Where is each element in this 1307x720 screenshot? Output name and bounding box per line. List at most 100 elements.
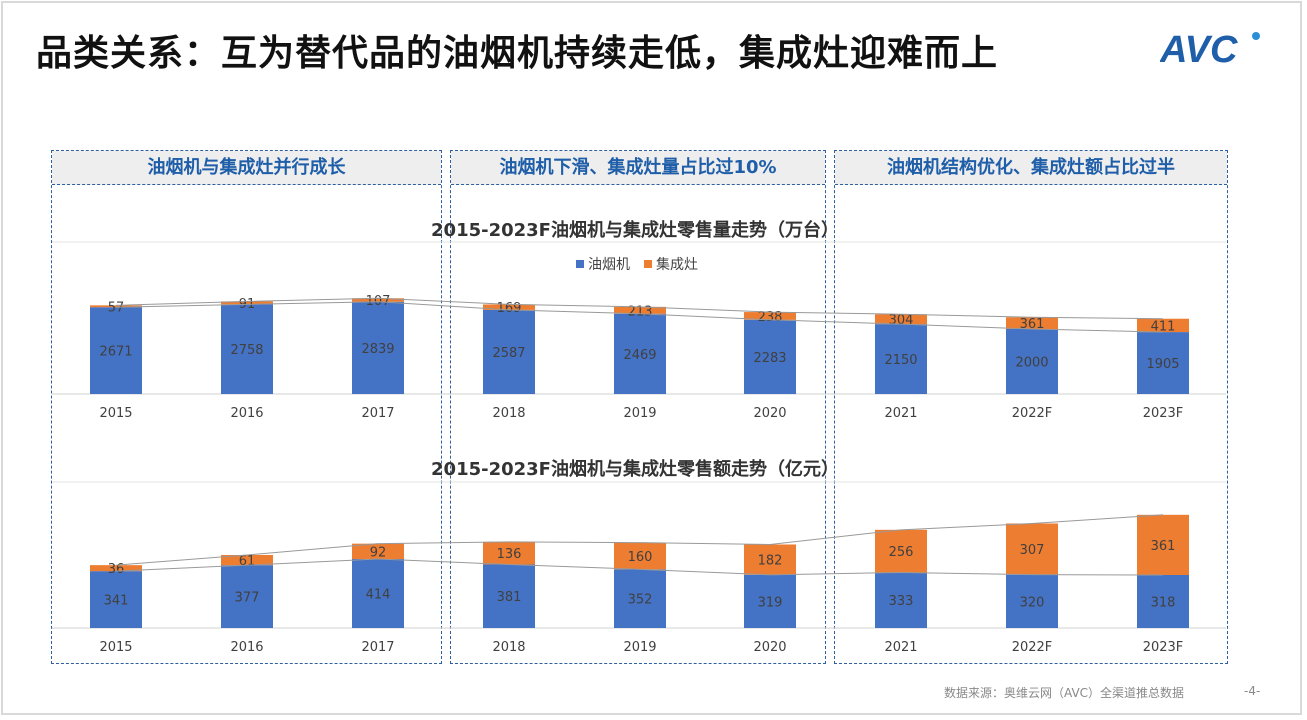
volume-chart-bar-range-hood bbox=[744, 319, 796, 394]
revenue-chart-bar-range-hood bbox=[352, 558, 404, 628]
volume-chart-bar-range-hood bbox=[352, 301, 404, 394]
revenue-chart-series-line-range-hood bbox=[115, 558, 1164, 576]
revenue-chart-data-label-range-hood: 333 bbox=[889, 594, 914, 609]
volume-chart-x-tick-label: 2020 bbox=[753, 406, 786, 421]
revenue-chart-x-tick-label: 2018 bbox=[492, 640, 525, 655]
volume-chart-data-label-integrated-stove: 238 bbox=[758, 310, 783, 325]
volume-chart-bar-range-hood bbox=[1137, 332, 1189, 394]
volume-chart-bar-range-hood bbox=[221, 304, 273, 394]
revenue-chart-data-label-integrated-stove: 256 bbox=[889, 545, 914, 560]
section-decline: 油烟机下滑、集成灶量占比过10% bbox=[450, 150, 826, 664]
revenue-chart-x-tick-label: 2016 bbox=[230, 640, 263, 655]
volume-chart-data-label-range-hood: 2000 bbox=[1015, 356, 1048, 371]
volume-chart-data-label-range-hood: 2283 bbox=[753, 351, 786, 366]
revenue-chart-bar-range-hood bbox=[90, 571, 142, 628]
volume-chart-bar-range-hood bbox=[614, 313, 666, 394]
revenue-chart-bar-integrated-stove bbox=[352, 543, 404, 559]
revenue-chart-bar-range-hood bbox=[221, 565, 273, 628]
revenue-chart-bar-integrated-stove bbox=[90, 565, 142, 572]
revenue-chart-x-tick-label: 2015 bbox=[99, 640, 132, 655]
revenue-chart-data-label-integrated-stove: 136 bbox=[497, 547, 522, 562]
volume-chart-data-label-range-hood: 2758 bbox=[230, 343, 263, 358]
revenue-chart-x-tick-label: 2023F bbox=[1143, 640, 1184, 655]
section-growth: 油烟机与集成灶并行成长 bbox=[51, 150, 442, 664]
volume-chart-x-tick-label: 2023F bbox=[1143, 406, 1184, 421]
revenue-chart-data-label-integrated-stove: 361 bbox=[1151, 539, 1176, 554]
volume-chart-bar-range-hood bbox=[875, 324, 927, 394]
volume-chart-data-label-range-hood: 2839 bbox=[361, 342, 394, 357]
volume-chart-data-label-range-hood: 2671 bbox=[99, 345, 132, 360]
legend-item-range-hood: 油烟机 bbox=[576, 254, 630, 274]
volume-chart-bar-integrated-stove bbox=[221, 301, 273, 305]
volume-chart-x-tick-label: 2015 bbox=[99, 406, 132, 421]
revenue-chart-bar-integrated-stove bbox=[1137, 514, 1189, 575]
chart-legend: 油烟机 集成灶 bbox=[576, 254, 698, 274]
volume-chart-bar-range-hood bbox=[483, 309, 535, 394]
logo-text: AVC bbox=[1160, 29, 1238, 70]
volume-chart-bar-integrated-stove bbox=[1137, 318, 1189, 333]
revenue-chart-data-label-integrated-stove: 160 bbox=[628, 550, 653, 565]
revenue-chart-bar-range-hood bbox=[483, 564, 535, 628]
volume-chart-x-tick-label: 2017 bbox=[361, 406, 394, 421]
revenue-chart-x-tick-label: 2022F bbox=[1012, 640, 1053, 655]
volume-chart-bar-range-hood bbox=[90, 307, 142, 394]
revenue-chart-data-label-integrated-stove: 36 bbox=[108, 562, 125, 577]
volume-chart-data-label-integrated-stove: 411 bbox=[1151, 319, 1176, 334]
revenue-chart-data-label-range-hood: 319 bbox=[758, 595, 783, 610]
avc-logo: AVC bbox=[1160, 29, 1260, 70]
volume-chart-series-line-integrated-stove bbox=[115, 297, 1164, 320]
section-optimize: 油烟机结构优化、集成灶额占比过半 bbox=[834, 150, 1228, 664]
volume-chart-x-tick-label: 2016 bbox=[230, 406, 263, 421]
page-title: 品类关系：互为替代品的油烟机持续走低，集成灶迎难而上 bbox=[36, 33, 999, 74]
revenue-chart-data-label-range-hood: 341 bbox=[104, 594, 129, 609]
revenue-chart-data-label-integrated-stove: 182 bbox=[758, 554, 783, 569]
revenue-chart-data-label-range-hood: 377 bbox=[235, 591, 260, 606]
volume-chart-data-label-integrated-stove: 361 bbox=[1020, 317, 1045, 332]
revenue-chart-data-label-integrated-stove: 307 bbox=[1020, 543, 1045, 558]
chart-title-revenue: 2015-2023F油烟机与集成灶零售额走势（亿元） bbox=[431, 459, 839, 480]
revenue-chart-bar-range-hood bbox=[1006, 574, 1058, 628]
revenue-chart-bar-integrated-stove bbox=[483, 541, 535, 565]
volume-chart-data-label-integrated-stove: 213 bbox=[628, 304, 653, 319]
revenue-chart-data-label-range-hood: 352 bbox=[628, 593, 653, 608]
volume-chart-x-tick-label: 2018 bbox=[492, 406, 525, 421]
legend-item-integrated-stove: 集成灶 bbox=[644, 254, 698, 274]
revenue-chart-data-label-range-hood: 414 bbox=[366, 587, 391, 602]
volume-chart-x-tick-label: 2019 bbox=[623, 406, 656, 421]
revenue-chart-data-label-integrated-stove: 92 bbox=[370, 545, 387, 560]
revenue-chart-x-tick-label: 2020 bbox=[753, 640, 786, 655]
revenue-chart-data-label-range-hood: 381 bbox=[497, 590, 522, 605]
volume-chart-bar-integrated-stove bbox=[875, 314, 927, 325]
revenue-chart-data-label-range-hood: 318 bbox=[1151, 595, 1176, 610]
volume-chart-bar-range-hood bbox=[1006, 329, 1058, 394]
volume-chart-bar-integrated-stove bbox=[352, 298, 404, 302]
volume-chart-bar-integrated-stove bbox=[1006, 317, 1058, 329]
volume-chart-x-tick-label: 2021 bbox=[884, 406, 917, 421]
volume-chart-bar-integrated-stove bbox=[614, 306, 666, 314]
volume-chart-bar-integrated-stove bbox=[483, 304, 535, 310]
volume-chart-data-label-integrated-stove: 169 bbox=[497, 301, 522, 316]
volume-chart-data-label-integrated-stove: 304 bbox=[889, 313, 914, 328]
legend-label-integrated-stove: 集成灶 bbox=[656, 257, 698, 273]
revenue-chart-bar-integrated-stove bbox=[1006, 523, 1058, 575]
revenue-chart-data-label-integrated-stove: 61 bbox=[239, 554, 256, 569]
revenue-chart-x-tick-label: 2019 bbox=[623, 640, 656, 655]
legend-swatch-range-hood bbox=[576, 260, 584, 268]
chart-title-volume: 2015-2023F油烟机与集成灶零售量走势（万台） bbox=[431, 220, 839, 241]
legend-swatch-integrated-stove bbox=[644, 260, 652, 268]
volume-chart-bar-integrated-stove bbox=[90, 305, 142, 308]
revenue-chart-bar-range-hood bbox=[875, 572, 927, 628]
volume-chart-data-label-range-hood: 2469 bbox=[623, 348, 656, 363]
revenue-chart-bar-range-hood bbox=[744, 574, 796, 628]
volume-chart-data-label-range-hood: 2150 bbox=[884, 353, 917, 368]
legend-label-range-hood: 油烟机 bbox=[588, 257, 630, 273]
volume-chart-bar-integrated-stove bbox=[744, 312, 796, 320]
revenue-chart-bar-integrated-stove bbox=[614, 542, 666, 570]
source-note: 数据来源：奥维云网（AVC）全渠道推总数据 bbox=[944, 686, 1185, 700]
volume-chart-data-label-range-hood: 2587 bbox=[492, 346, 525, 361]
page-number: -4- bbox=[1244, 684, 1261, 698]
revenue-chart-bar-integrated-stove bbox=[875, 529, 927, 573]
section-label-decline: 油烟机下滑、集成灶量占比过10% bbox=[451, 151, 825, 185]
revenue-chart-bar-range-hood bbox=[1137, 574, 1189, 628]
